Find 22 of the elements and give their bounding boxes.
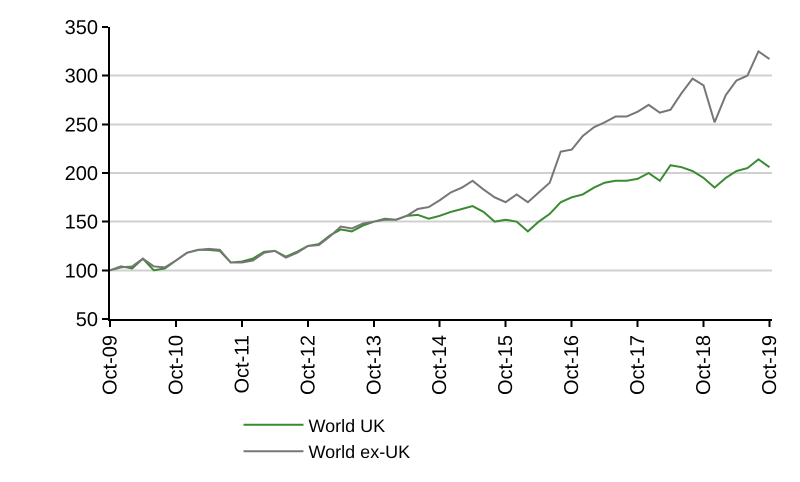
y-tick-label: 50 — [76, 309, 98, 331]
x-tick-label: Oct-17 — [627, 335, 650, 396]
x-tick-label: Oct-11 — [231, 335, 254, 394]
y-tick-label: 200 — [64, 163, 98, 185]
x-tick-label: Oct-14 — [429, 335, 452, 396]
x-tick-label: Oct-16 — [561, 335, 584, 396]
legend-label: World UK — [308, 416, 386, 436]
y-tick-label: 350 — [64, 17, 98, 39]
y-tick-label: 250 — [64, 114, 98, 136]
x-tick-label: Oct-09 — [100, 335, 122, 396]
y-tick-label: 100 — [64, 260, 98, 282]
line-series — [110, 50, 770, 272]
x-tick-label: Oct-15 — [495, 335, 518, 396]
x-tick-label: Oct-10 — [165, 335, 188, 396]
y-tick-label: 150 — [64, 212, 98, 234]
x-tick-label: Oct-19 — [758, 335, 781, 396]
legend-label: World ex-UK — [308, 442, 410, 462]
x-tick-label: Oct-13 — [363, 335, 386, 396]
line-series — [110, 158, 770, 272]
x-tick-label: Oct-12 — [297, 335, 320, 396]
x-tick-label: Oct-18 — [693, 335, 716, 396]
y-tick-label: 300 — [64, 66, 98, 88]
